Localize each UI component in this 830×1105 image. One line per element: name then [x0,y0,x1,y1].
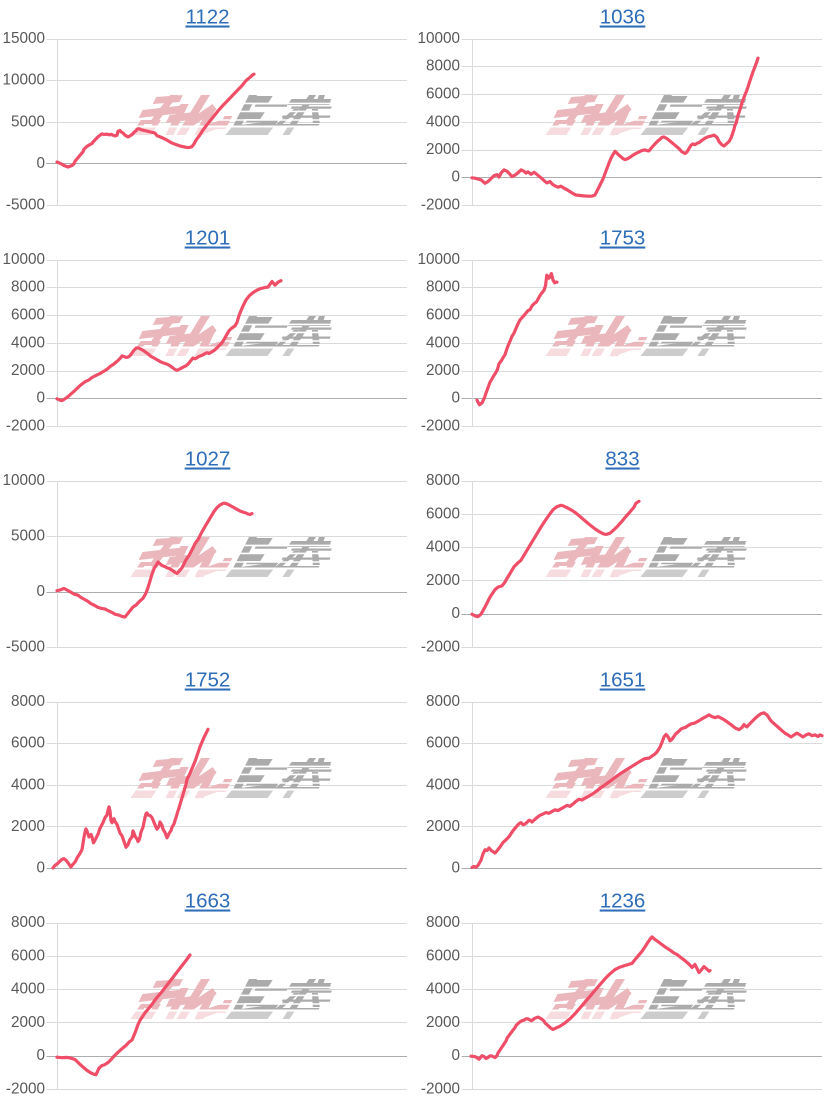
svg-text:2000: 2000 [426,572,460,589]
svg-text:6000: 6000 [11,735,45,752]
svg-text:0: 0 [36,583,45,600]
svg-text:2000: 2000 [11,362,45,379]
svg-text:1753: 1753 [600,227,646,250]
svg-text:2000: 2000 [11,818,45,835]
svg-text:-2000: -2000 [421,639,460,656]
svg-text:-2000: -2000 [6,1081,45,1098]
svg-text:4000: 4000 [426,539,460,556]
svg-text:6000: 6000 [426,307,460,324]
svg-text:10000: 10000 [2,72,45,89]
svg-text:8000: 8000 [11,914,45,931]
svg-text:4000: 4000 [11,334,45,351]
svg-text:6000: 6000 [426,86,460,103]
svg-text:2000: 2000 [426,818,460,835]
svg-text:4000: 4000 [11,981,45,998]
svg-text:8000: 8000 [426,279,460,296]
svg-text:8000: 8000 [426,58,460,75]
svg-text:0: 0 [36,155,45,172]
svg-text:1036: 1036 [600,6,646,29]
svg-text:8000: 8000 [11,693,45,710]
svg-text:0: 0 [451,390,460,407]
svg-text:6000: 6000 [11,307,45,324]
svg-text:10000: 10000 [417,30,460,47]
svg-text:1663: 1663 [185,890,231,913]
svg-text:0: 0 [36,860,45,877]
svg-text:1752: 1752 [185,669,231,692]
svg-text:1236: 1236 [600,890,646,913]
svg-text:0: 0 [451,860,460,877]
svg-text:10000: 10000 [417,251,460,268]
svg-text:5000: 5000 [11,528,45,545]
svg-text:-2000: -2000 [421,1081,460,1098]
svg-text:8000: 8000 [11,279,45,296]
svg-text:4000: 4000 [426,776,460,793]
svg-text:4000: 4000 [426,113,460,130]
svg-text:15000: 15000 [2,30,45,47]
svg-text:-5000: -5000 [6,197,45,214]
svg-text:1122: 1122 [185,6,229,29]
svg-text:4000: 4000 [11,776,45,793]
svg-text:6000: 6000 [11,947,45,964]
svg-text:10000: 10000 [2,472,45,489]
svg-text:-2000: -2000 [421,418,460,435]
svg-text:2000: 2000 [11,1014,45,1031]
svg-text:0: 0 [451,605,460,622]
svg-text:-2000: -2000 [6,418,45,435]
svg-text:0: 0 [451,1047,460,1064]
svg-text:4000: 4000 [426,981,460,998]
svg-text:5000: 5000 [11,113,45,130]
svg-text:8000: 8000 [426,914,460,931]
svg-text:0: 0 [451,169,460,186]
svg-text:2000: 2000 [426,362,460,379]
svg-text:833: 833 [605,448,639,471]
svg-text:8000: 8000 [426,693,460,710]
svg-text:6000: 6000 [426,735,460,752]
svg-text:-5000: -5000 [6,639,45,656]
svg-text:2000: 2000 [426,1014,460,1031]
svg-text:-2000: -2000 [421,197,460,214]
svg-text:10000: 10000 [2,251,45,268]
svg-text:2000: 2000 [426,141,460,158]
svg-text:6000: 6000 [426,947,460,964]
svg-text:6000: 6000 [426,505,460,522]
svg-text:1027: 1027 [185,448,231,471]
svg-text:8000: 8000 [426,472,460,489]
svg-text:4000: 4000 [426,334,460,351]
svg-text:0: 0 [36,1047,45,1064]
svg-text:1651: 1651 [600,669,646,692]
svg-text:0: 0 [36,390,45,407]
svg-text:1201: 1201 [185,227,231,250]
